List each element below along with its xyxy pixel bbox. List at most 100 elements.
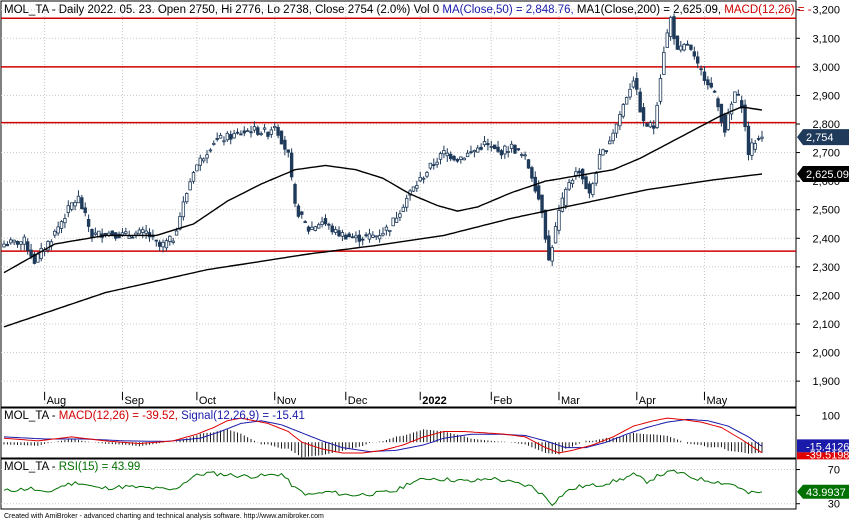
candle-body — [472, 150, 477, 153]
candle-body — [746, 125, 751, 156]
candle-body — [624, 97, 629, 105]
candle-body — [127, 235, 131, 239]
candle-body — [300, 211, 304, 215]
month-label: Dec — [348, 395, 368, 407]
candle-body — [337, 230, 341, 237]
candle-body — [83, 207, 87, 214]
price-tick-label: 2,300 — [812, 262, 840, 274]
candle-body — [377, 235, 382, 240]
candle-body — [594, 173, 598, 184]
candle-body — [547, 235, 551, 261]
candle-body — [262, 127, 267, 130]
candle-body — [584, 176, 588, 190]
candle-body — [638, 91, 642, 113]
signal-tag-bg — [797, 439, 849, 453]
candle-body — [80, 197, 84, 210]
candle-body — [161, 241, 165, 248]
price-tick-label: 2,900 — [812, 90, 840, 102]
candle-body — [604, 150, 609, 152]
candle-body — [492, 144, 497, 150]
candle-body — [5, 243, 10, 247]
rsi-line — [3, 469, 763, 507]
candle-body — [574, 171, 578, 176]
candle-body — [506, 151, 510, 153]
candle-body — [631, 80, 636, 88]
candle-body — [523, 154, 527, 157]
candle-body — [266, 131, 270, 137]
candle-body — [286, 149, 290, 153]
candle-body — [171, 240, 175, 243]
candle-body — [354, 235, 358, 239]
candle-body — [733, 91, 737, 103]
candle-body — [289, 152, 294, 178]
candle-body — [712, 90, 717, 93]
candle-body — [648, 122, 653, 128]
rsi-value-tag: 43.9937 — [806, 487, 846, 499]
candle-body — [536, 185, 541, 200]
candle-body — [465, 152, 470, 158]
month-label: Aug — [47, 395, 67, 407]
candle-body — [32, 253, 37, 264]
support-resistance-lines — [1, 17, 796, 252]
candle-body — [208, 149, 213, 152]
candle-body — [69, 202, 74, 210]
candle-body — [435, 161, 439, 165]
candle-body — [543, 209, 548, 240]
candle-body — [168, 235, 172, 242]
candle-body — [489, 145, 493, 148]
candle-body — [421, 177, 426, 180]
candle-body — [157, 241, 162, 247]
candle-body — [658, 78, 663, 102]
candle-body — [716, 98, 720, 108]
candle-body — [12, 239, 16, 243]
candle-body — [25, 241, 30, 251]
candle-body — [567, 182, 571, 190]
candle-body — [597, 154, 602, 170]
candle-body — [205, 154, 209, 159]
candle-body — [452, 155, 456, 161]
header-ma200: MA1(Close,200) = 2,625.09, — [574, 4, 721, 16]
candle-body — [601, 149, 605, 156]
candle-body — [702, 71, 707, 81]
candle-body — [553, 226, 558, 244]
candle-body — [333, 229, 338, 233]
candle-body — [364, 234, 368, 237]
candle-body — [164, 240, 169, 249]
month-label: Mar — [561, 395, 580, 407]
macd-panel: 100 -15.4126-39.5198 — [3, 410, 849, 461]
candle-body — [411, 186, 416, 192]
month-label: Feb — [493, 395, 512, 407]
candle-body — [540, 194, 544, 214]
candle-body — [134, 232, 138, 236]
candle-body — [719, 103, 724, 123]
header-ohlc: - Daily 2022. 05. 23. Open 2750, Hi 2776… — [49, 4, 443, 16]
candle-body — [110, 230, 114, 236]
month-label: Nov — [277, 395, 297, 407]
candle-body — [723, 114, 727, 133]
ma200-tag-bg — [797, 165, 849, 182]
month-label: Oct — [199, 395, 216, 407]
candle-body — [404, 197, 409, 208]
candle-body — [178, 215, 182, 230]
candle-body — [19, 241, 23, 245]
candle-body — [340, 232, 345, 237]
candle-body — [29, 249, 33, 257]
candle-body — [320, 221, 324, 225]
candle-body — [668, 16, 673, 37]
candle-body — [756, 138, 761, 140]
candle-body — [330, 225, 334, 233]
candle-body — [557, 210, 561, 231]
candle-body — [476, 147, 480, 153]
price-axis: 1,9002,0002,1002,2002,3002,4002,5002,600… — [796, 5, 840, 388]
candlestick-series — [2, 13, 764, 267]
candle-body — [482, 141, 487, 146]
price-header: MOL_TA - Daily 2022. 05. 23. Open 2750, … — [4, 4, 812, 16]
macd-tick-label: 100 — [822, 410, 840, 422]
candle-body — [726, 113, 730, 130]
candle-body — [621, 104, 625, 117]
candle-body — [398, 213, 402, 218]
candle-body — [225, 132, 230, 141]
macd-line — [3, 417, 763, 454]
month-label: May — [706, 395, 727, 407]
